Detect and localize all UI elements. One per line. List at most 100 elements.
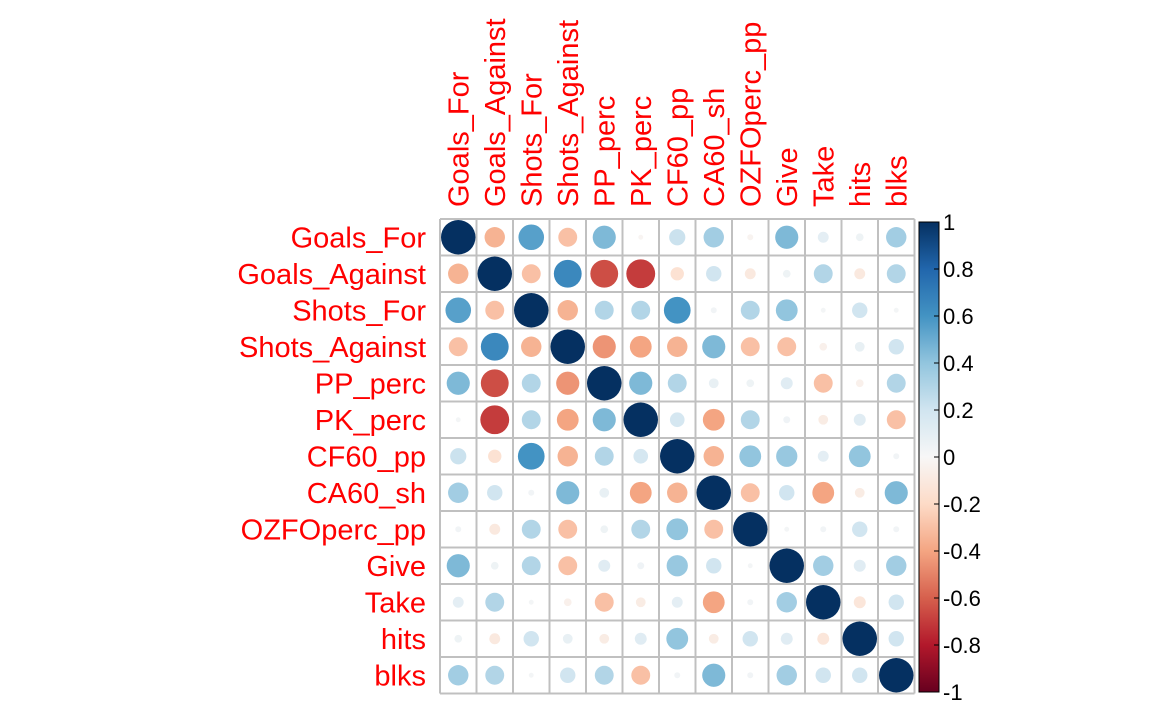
corr-circle-Goals_For-Goals_For [441,220,476,255]
corr-circle-Shots_For-Take [820,307,826,313]
column-label-CA60_sh: CA60_sh [699,88,731,207]
corr-circle-Goals_Against-blks [886,264,906,284]
corr-circle-Take-Give [776,592,797,613]
corr-circle-Give-PP_perc [598,559,611,572]
corr-circle-PK_perc-Goals_For [455,417,461,423]
column-label-CF60_pp: CF60_pp [662,88,694,207]
corr-circle-CA60_sh-CA60_sh [696,475,731,510]
corr-circle-blks-Give [776,665,797,686]
row-label-PK_perc: PK_perc [315,405,426,437]
corr-circle-Goals_Against-hits [854,268,866,280]
corr-circle-Goals_For-CA60_sh [703,227,724,248]
corr-circle-Shots_For-Shots_For [514,293,549,328]
corr-circle-hits-CF60_pp [666,627,689,650]
column-label-Goals_Against: Goals_Against [480,18,512,207]
corr-circle-CF60_pp-blks [893,453,900,460]
corr-circle-Goals_For-Shots_For [518,224,545,251]
corr-circle-Take-Shots_Against [563,598,572,607]
corr-circle-Goals_For-Give [775,225,799,249]
corr-circle-hits-Shots_Against [562,633,573,644]
corr-circle-Shots_Against-CA60_sh [702,335,726,359]
corr-circle-CF60_pp-hits [848,445,871,468]
corr-circle-PK_perc-hits [853,413,866,426]
corr-circle-Shots_Against-blks [888,339,904,355]
corr-circle-PP_perc-PP_perc [587,366,622,401]
corr-circle-Give-CA60_sh [706,558,722,574]
corr-circle-Goals_Against-Shots_Against [553,259,582,288]
corr-circle-Take-PP_perc [594,592,614,612]
corr-circle-OZFOperc_pp-Take [820,526,827,533]
corr-circle-Take-PK_perc [635,597,646,608]
corr-circle-hits-PP_perc [599,633,610,644]
corr-circle-blks-Shots_Against [560,667,576,683]
corr-circle-PP_perc-Shots_Against [556,371,580,395]
corr-circle-Goals_Against-Shots_For [521,264,541,284]
corr-circle-CA60_sh-PK_perc [629,481,652,504]
corr-circle-PK_perc-CA60_sh [702,408,725,431]
corr-circle-hits-OZFOperc_pp [742,631,758,647]
row-label-Goals_Against: Goals_Against [237,259,426,291]
corr-circle-Goals_For-hits [855,233,864,242]
corr-circle-hits-Give [780,632,793,645]
corr-circle-CA60_sh-Shots_For [528,489,535,496]
corr-circle-Give-Give [769,548,804,583]
corr-circle-Goals_Against-OZFOperc_pp [744,268,756,280]
corr-circle-PP_perc-Give [780,377,793,390]
colorbar-tick-label: 0.8 [943,257,974,282]
corr-circle-Shots_Against-hits [854,341,865,352]
corr-circle-hits-blks [888,631,904,647]
corr-circle-CA60_sh-hits [854,487,865,498]
corr-circle-Shots_Against-Goals_Against [480,332,509,361]
colorbar-tick-label: -0.6 [943,586,981,611]
corr-circle-CF60_pp-CA60_sh [703,446,724,467]
corr-circle-Shots_For-CF60_pp [663,296,691,324]
corr-circle-CA60_sh-Goals_Against [487,485,503,501]
row-label-hits: hits [381,624,426,656]
corr-circle-Shots_For-Shots_Against [557,300,578,321]
corr-circle-Goals_Against-Give [782,269,791,278]
corr-circle-Shots_For-PK_perc [631,300,651,320]
colorbar-tick-label: -0.2 [943,492,981,517]
corr-circle-Shots_Against-Goals_For [448,337,468,357]
row-label-Take: Take [365,587,426,619]
corr-circle-PP_perc-CF60_pp [667,373,687,393]
corr-circle-PK_perc-Shots_For [521,410,541,430]
row-label-Goals_For: Goals_For [291,222,427,254]
corr-circle-PP_perc-Goals_For [446,371,470,395]
corr-circle-blks-PP_perc [594,665,614,685]
corr-circle-OZFOperc_pp-Goals_Against [489,523,501,535]
corr-circle-blks-OZFOperc_pp [747,672,754,679]
corr-circle-hits-PK_perc [634,632,647,645]
corr-circle-blks-hits [852,667,868,683]
corr-circle-Shots_For-Give [775,299,798,322]
corr-circle-Take-Shots_For [528,599,534,605]
corr-circle-PP_perc-OZFOperc_pp [746,379,755,388]
corr-circle-Shots_Against-Take [819,342,828,351]
corr-circle-PP_perc-CA60_sh [708,378,719,389]
corr-circle-OZFOperc_pp-Goals_For [455,526,462,533]
corr-circle-Goals_For-PP_perc [592,225,616,249]
color-legend: 1 0.8 0.6 0.4 0.2 0 -0.2 -0.4 -0.6 -0.8 -1 [918,210,981,705]
corr-circle-CF60_pp-Take [817,450,829,462]
corr-circle-PK_perc-Take [818,414,829,425]
corr-circle-PP_perc-Take [813,373,833,393]
corr-circle-blks-Shots_For [528,672,534,678]
corr-circle-PK_perc-Shots_Against [556,408,579,431]
corr-circle-Give-Shots_For [521,556,541,576]
corr-circle-Give-PK_perc [637,562,645,570]
corr-circle-hits-Take [817,632,830,645]
corr-circle-Give-hits [853,559,866,572]
column-label-Take: Take [808,146,840,207]
corr-circle-PP_perc-Goals_Against [480,369,509,398]
corr-circle-Shots_For-CA60_sh [710,307,717,314]
column-labels: Goals_For Goals_Against Shots_For Shots_Aga… [443,18,913,207]
corr-circle-PP_perc-Shots_For [521,373,541,393]
corr-circle-Goals_Against-Goals_For [448,263,469,284]
corr-circle-blks-PK_perc [631,665,651,685]
corr-circle-CF60_pp-CF60_pp [660,439,695,474]
corr-circle-hits-CA60_sh [708,633,719,644]
corr-circle-OZFOperc_pp-PK_perc [631,519,651,539]
corr-circle-blks-blks [879,658,914,693]
corr-circle-CF60_pp-Shots_For [517,442,545,470]
corr-circle-Give-Take [813,555,834,576]
